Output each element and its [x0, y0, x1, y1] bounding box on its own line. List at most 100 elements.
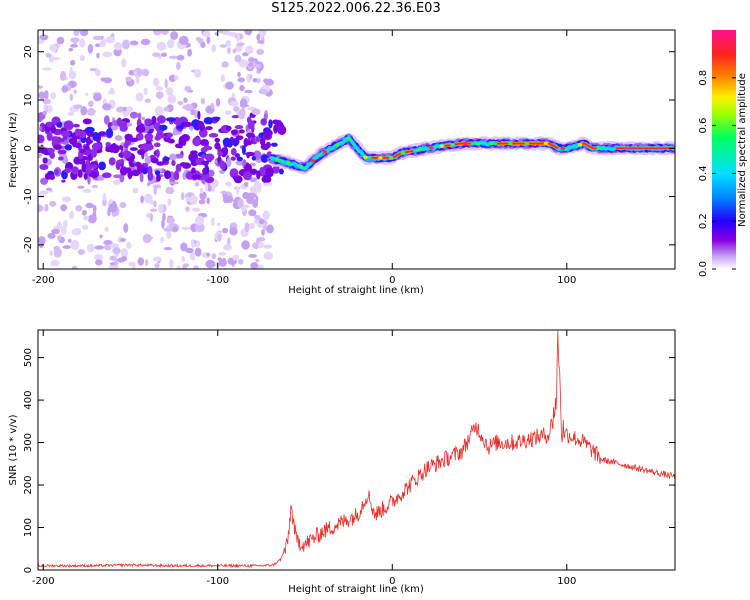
- spectrogram-noise-blob: [251, 108, 261, 116]
- spectrogram-y-tick-label: -20: [23, 237, 34, 253]
- spectrogram-noise-blob: [85, 202, 94, 209]
- spectrogram-noise-blob: [38, 115, 43, 121]
- spectrogram-noise-blob: [38, 204, 44, 213]
- spectrogram-noise-blob: [92, 204, 97, 214]
- spectrogram-noise-blob: [207, 184, 212, 192]
- spectrogram-core-blob: [101, 172, 112, 179]
- spectrogram-core-blob: [144, 118, 152, 126]
- spectrogram-core-blob: [278, 168, 284, 175]
- spectrogram-noise-blob: [113, 41, 123, 51]
- spectrogram-ridge-spot: [439, 144, 444, 148]
- spectrogram-core-blob: [50, 125, 57, 134]
- spectrogram-core-blob: [166, 132, 173, 138]
- spectrogram-core-blob: [268, 119, 273, 129]
- spectrogram-ridge-spot: [310, 159, 316, 163]
- spectrogram-core-blob: [203, 116, 214, 125]
- spectrogram-noise-blob: [102, 103, 112, 111]
- spectrogram-noise-blob: [72, 123, 80, 128]
- spectrogram-noise-blob: [168, 222, 175, 229]
- spectrogram-noise-blob: [121, 39, 131, 50]
- spectrogram-core-blob: [154, 170, 161, 176]
- spectrogram-core-blob: [234, 125, 244, 130]
- spectrogram-noise-blob: [176, 54, 185, 61]
- spectrogram-noise-blob: [250, 262, 259, 269]
- spectrogram-noise-blob: [245, 45, 254, 55]
- spectrogram-noise-blob: [44, 203, 49, 212]
- spectrogram-noise-blob: [227, 237, 231, 247]
- colorbar-label: Normalized spectral amplitude: [737, 73, 748, 227]
- spectrogram-core-blob: [135, 124, 146, 134]
- spectrogram-noise-blob: [227, 47, 231, 54]
- spectrogram-noise-blob: [153, 200, 157, 208]
- spectrogram-noise-blob: [77, 185, 85, 189]
- spectrogram-x-tick-label: 100: [557, 275, 576, 286]
- spectrogram-noise-blob: [56, 235, 61, 241]
- spectrogram-noise-blob: [77, 248, 85, 256]
- spectrogram-noise-blob: [249, 168, 258, 175]
- spectrogram-noise-blob: [45, 52, 52, 58]
- spectrogram-noise-blob: [229, 226, 238, 236]
- spectrogram-y-axis-label: Frequency (Hz): [8, 112, 19, 188]
- spectrogram-noise-blob: [81, 224, 89, 230]
- snr-frame: [37, 329, 676, 571]
- spectrogram-noise-blob: [94, 69, 101, 77]
- spectrogram-noise-blob: [42, 98, 52, 105]
- spectrogram-core-blob: [147, 171, 154, 181]
- spectrogram-noise-blob: [257, 242, 265, 248]
- spectrogram-noise-blob: [176, 61, 181, 71]
- spectrogram-noise-blob: [133, 67, 143, 78]
- spectrogram-noise-blob: [266, 224, 274, 234]
- spectrogram-noise-blob: [141, 68, 150, 77]
- spectrogram-ridge-spot: [543, 141, 549, 146]
- spectrogram-noise-blob: [62, 220, 68, 228]
- spectrogram-noise-blob: [112, 247, 121, 255]
- spectrogram-noise-blob: [244, 30, 253, 36]
- spectrogram-noise-blob: [99, 234, 103, 239]
- spectrogram-core-blob: [181, 162, 192, 169]
- spectrogram-noise-blob: [124, 106, 134, 113]
- spectrogram-noise-blob: [155, 91, 164, 100]
- spectrogram-core-blob: [119, 121, 126, 130]
- spectrogram-noise-blob: [253, 181, 262, 190]
- spectrogram-noise-blob: [253, 214, 261, 220]
- snr-y-tick-label: 100: [23, 518, 34, 537]
- spectrogram-noise-blob: [38, 91, 46, 100]
- spectrogram-core-blob: [116, 159, 125, 165]
- spectrogram-noise-blob: [160, 52, 168, 57]
- colorbar-tick-label: 0.0: [698, 261, 709, 277]
- spectrogram-noise-blob: [166, 217, 175, 224]
- spectrogram-core-blob: [260, 154, 269, 163]
- spectrogram-core-blob: [175, 163, 182, 172]
- spectrogram-noise-blob: [68, 47, 74, 52]
- spectrogram-noise-blob: [117, 257, 125, 263]
- spectrogram-noise-blob: [51, 228, 61, 235]
- spectrogram-noise-blob: [164, 78, 168, 89]
- spectrogram-noise-blob: [38, 153, 42, 158]
- spectrogram-ridge-spot: [286, 161, 291, 165]
- spectrogram-core-blob: [235, 135, 244, 141]
- spectrogram-noise-blob: [181, 255, 185, 263]
- spectrogram-noise-blob: [187, 48, 192, 57]
- spectrogram-noise-blob: [211, 253, 217, 260]
- spectrogram-core-blob: [226, 125, 232, 131]
- spectrogram-core-blob: [201, 153, 206, 159]
- spectrogram-noise-blob: [211, 185, 216, 193]
- spectrogram-noise-blob: [153, 186, 158, 195]
- spectrogram-core-blob: [40, 147, 48, 155]
- spectrogram-noise-blob: [263, 244, 273, 249]
- spectrogram-noise-blob: [69, 210, 75, 220]
- spectrogram-noise-blob: [88, 100, 94, 108]
- spectrogram-noise-blob: [221, 30, 232, 36]
- spectrogram-noise-blob: [92, 35, 103, 41]
- spectrogram-noise-blob: [135, 92, 144, 102]
- spectrogram-core-blob: [199, 139, 209, 147]
- spectrogram-noise-blob: [168, 259, 174, 269]
- spectrogram-noise-blob: [39, 34, 49, 41]
- spectrogram-noise-blob: [243, 181, 249, 187]
- spectrogram-noise-blob: [156, 174, 161, 182]
- spectrogram-noise-blob: [42, 110, 47, 116]
- spectrogram-noise-blob: [158, 203, 165, 214]
- spectrogram-noise-blob: [172, 226, 178, 232]
- spectrogram-noise-blob: [129, 147, 138, 151]
- spectrogram-noise-blob: [86, 243, 95, 253]
